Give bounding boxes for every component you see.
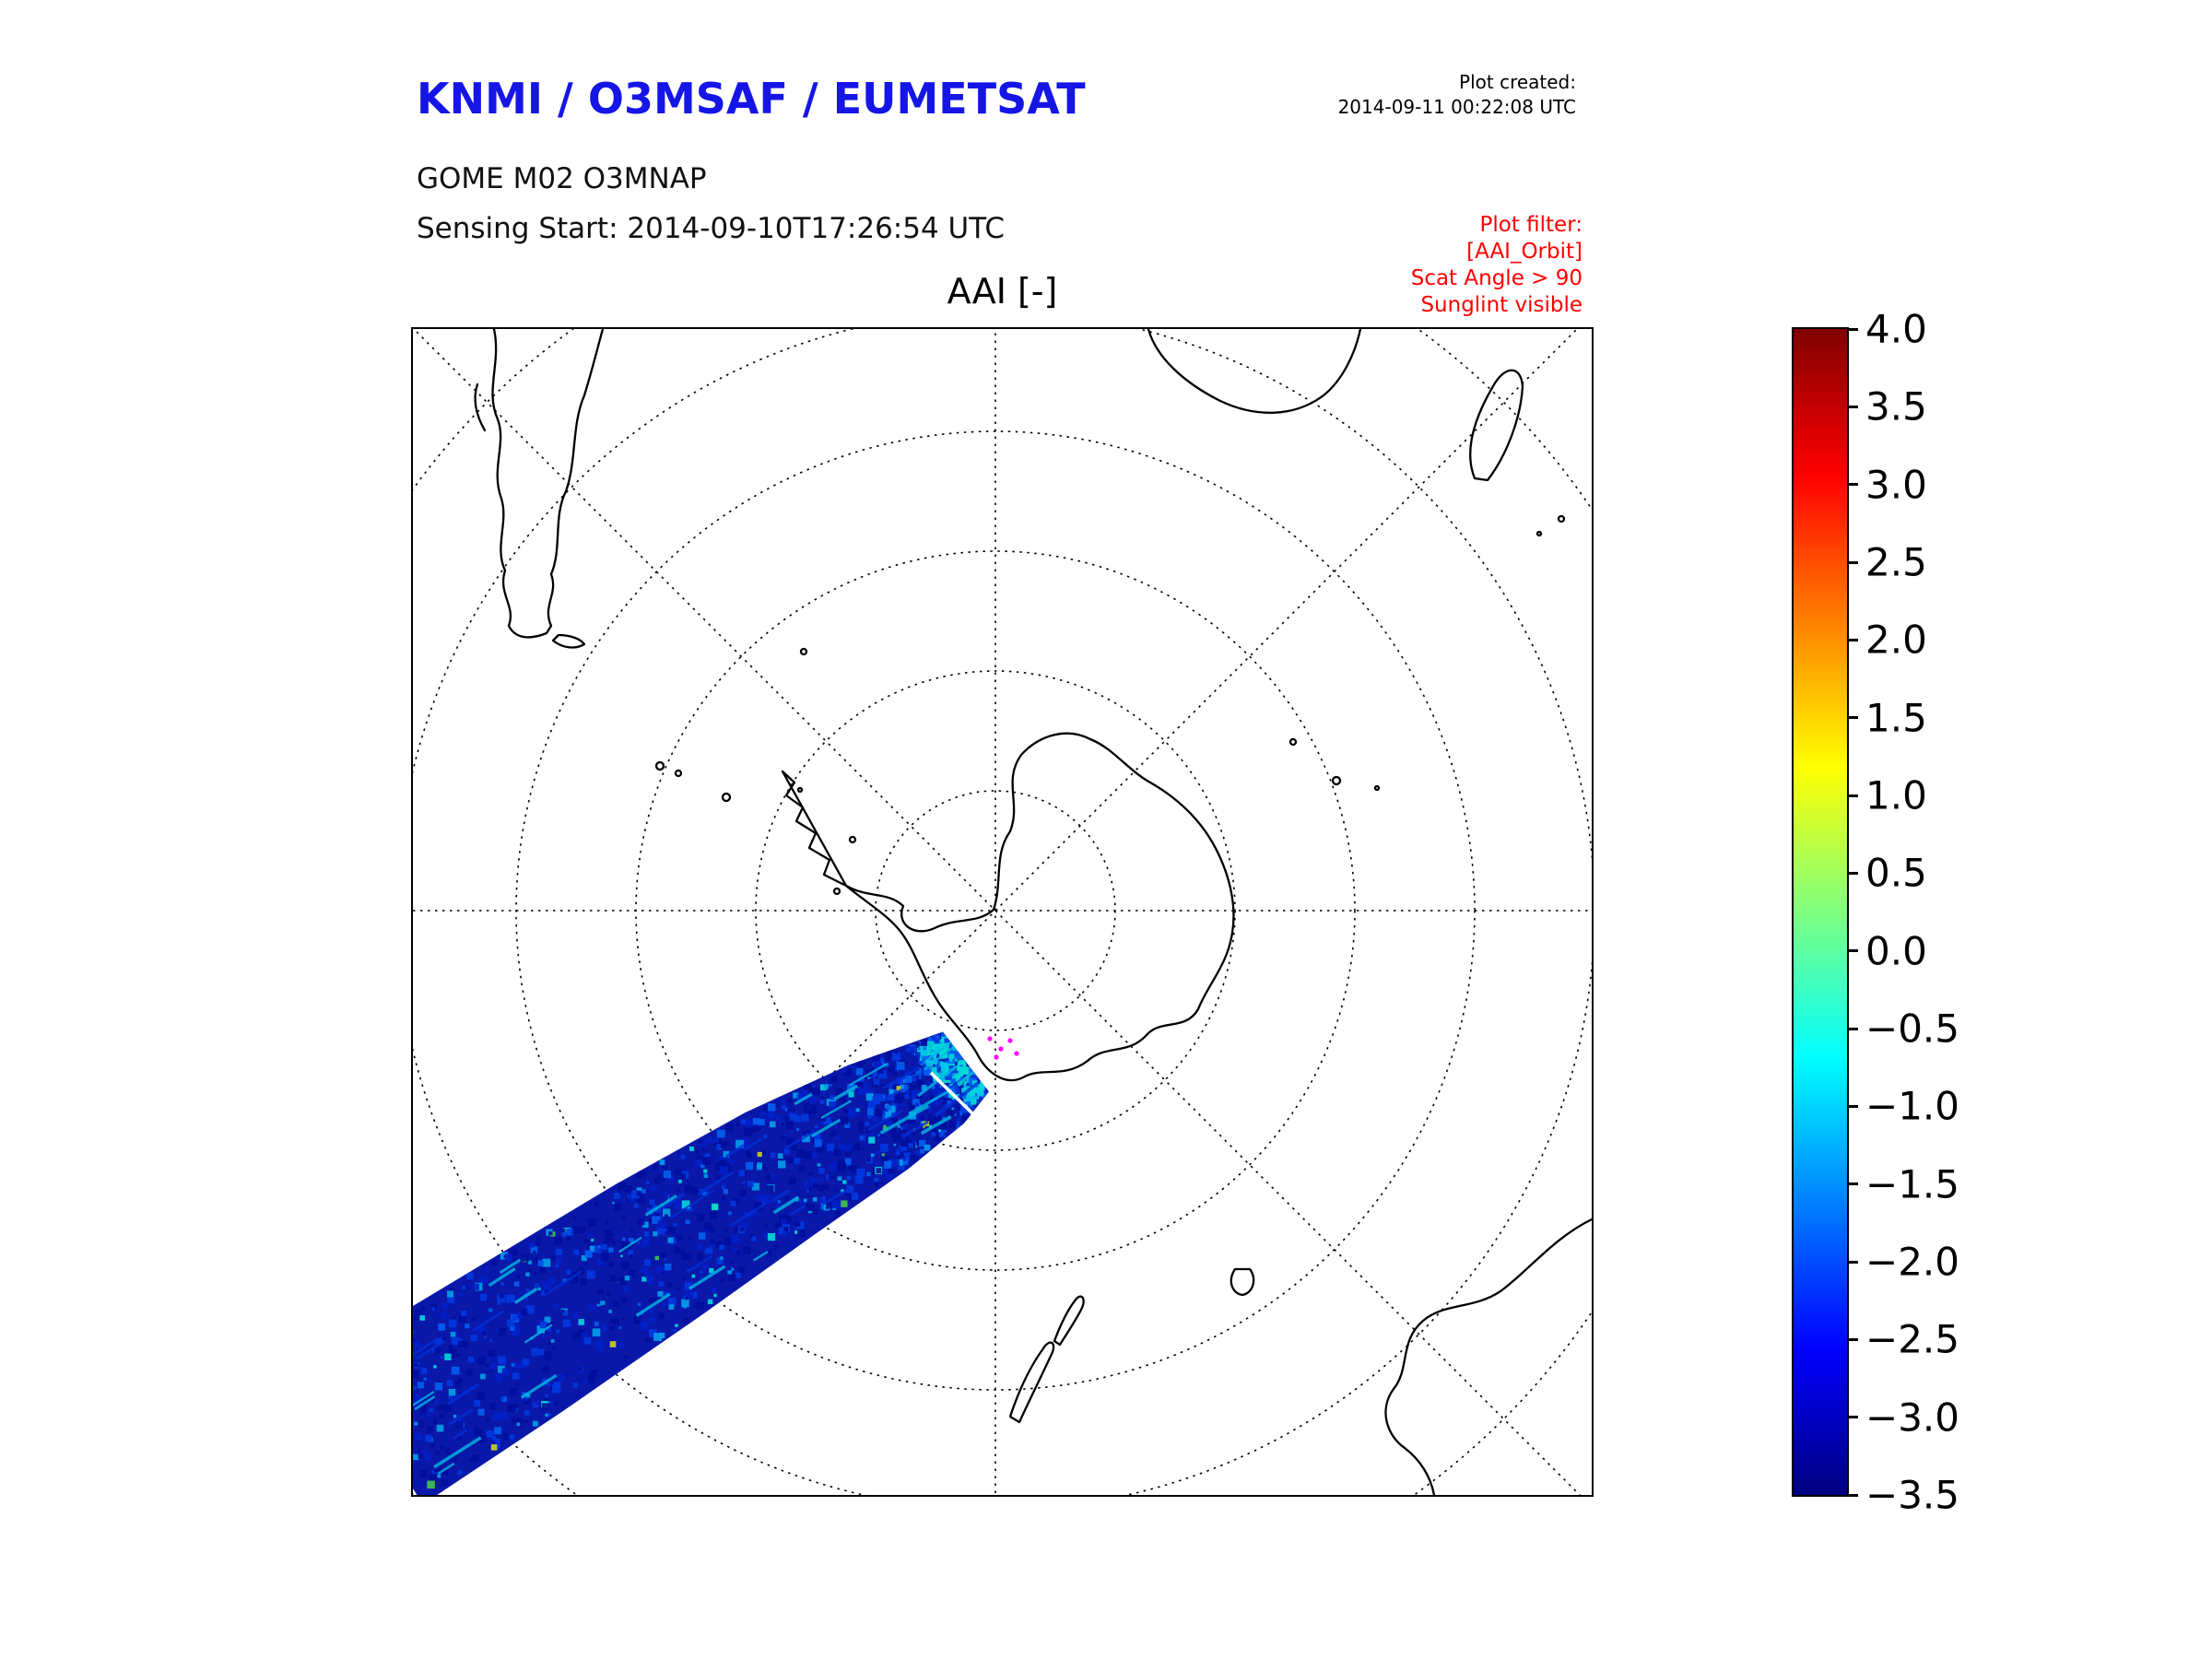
- island-dot: [721, 792, 732, 803]
- colorbar-tick: [1847, 1104, 1858, 1108]
- colorbar-tick: [1847, 871, 1858, 875]
- colorbar-tick-label: 3.0: [1865, 462, 1927, 508]
- colorbar-tick: [1847, 1416, 1858, 1419]
- colorbar-tick-label: 0.5: [1865, 850, 1927, 896]
- flagged-pixel-dot: [1007, 1038, 1013, 1043]
- colorbar-tick-label: 3.5: [1865, 383, 1927, 429]
- colorbar-tick-label: −0.5: [1865, 1006, 1959, 1052]
- plot-created-timestamp: 2014-09-11 00:22:08 UTC: [1337, 96, 1576, 118]
- graticule-circle: [755, 670, 1236, 1151]
- flagged-pixel-dot: [987, 1036, 993, 1041]
- colorbar-tick-label: −2.0: [1865, 1239, 1959, 1285]
- colorbar-tick: [1847, 483, 1858, 487]
- island-dot: [832, 887, 841, 896]
- island-dot: [848, 835, 857, 844]
- colorbar-tick-label: −3.5: [1865, 1472, 1959, 1518]
- colorbar-tick: [1847, 1337, 1858, 1341]
- colorbar-tick: [1847, 1260, 1858, 1264]
- colorbar-tick: [1847, 794, 1858, 797]
- colorbar-tick-label: −3.0: [1865, 1394, 1959, 1441]
- coastline-africa: [1147, 329, 1362, 414]
- colorbar-tick: [1847, 716, 1858, 720]
- coastline-south-america: [491, 329, 605, 639]
- plot-created-block: Plot created: 2014-09-11 00:22:08 UTC: [1207, 70, 1576, 120]
- island-dot: [1557, 514, 1566, 524]
- colorbar-tick: [1847, 638, 1858, 641]
- island-dot: [674, 769, 683, 778]
- colorbar-tick: [1847, 327, 1858, 331]
- island-dot: [1373, 784, 1381, 792]
- sensing-start: Sensing Start: 2014-09-10T17:26:54 UTC: [417, 212, 1005, 245]
- coastline-australia: [1384, 1218, 1592, 1495]
- colorbar-tick-label: 4.0: [1865, 306, 1927, 352]
- island-dot: [796, 786, 804, 794]
- island-dot: [1288, 737, 1298, 747]
- plot-filter-scat-angle: Scat Angle > 90: [1410, 266, 1583, 290]
- coastline-madagascar: [1469, 369, 1524, 482]
- colorbar: [1792, 327, 1849, 1497]
- colorbar-tick: [1847, 949, 1858, 953]
- flagged-pixel-dot: [1014, 1051, 1019, 1056]
- colorbar-tick: [1847, 1027, 1858, 1030]
- plot-filter-title: Plot filter:: [1479, 213, 1583, 237]
- coastline-chiloe-coast: [474, 382, 487, 432]
- coastline-tierra-del-fuego: [551, 633, 586, 649]
- colorbar-tick-label: 1.0: [1865, 772, 1927, 818]
- flagged-pixel-dot: [998, 1046, 1004, 1052]
- coastline-new-zealand-north: [1053, 1295, 1085, 1347]
- colorbar-tick-label: 2.5: [1865, 539, 1927, 585]
- chart-title: AAI [-]: [947, 271, 1058, 312]
- coastline-tasmania: [1230, 1267, 1255, 1297]
- colorbar-gradient: [1794, 329, 1847, 1495]
- colorbar-tick-label: 2.0: [1865, 617, 1927, 663]
- plot-filter-orbit: [AAI_Orbit]: [1466, 240, 1583, 264]
- island-dot: [1535, 530, 1543, 537]
- colorbar-tick: [1847, 405, 1858, 408]
- coastline-new-zealand-south: [1008, 1341, 1055, 1424]
- polar-map: [413, 329, 1592, 1495]
- graticule: [413, 329, 1592, 1495]
- colorbar-tick: [1847, 1182, 1858, 1186]
- colorbar-tick-label: −2.5: [1865, 1316, 1959, 1362]
- flagged-pixel-dot: [994, 1054, 999, 1060]
- coastline-antarctica: [781, 732, 1235, 1082]
- coastlines-layer: [474, 329, 1592, 1495]
- plot-filter-sunglint: Sunglint visible: [1420, 293, 1583, 317]
- map-layers: [413, 329, 1592, 1495]
- colorbar-tick: [1847, 560, 1858, 564]
- map-plot-area: [411, 327, 1594, 1497]
- island-dot: [654, 760, 665, 771]
- product-name: GOME M02 O3MNAP: [417, 162, 707, 195]
- plot-filter-block: Plot filter: [AAI_Orbit] Scat Angle > 90…: [1214, 212, 1583, 319]
- island-dot: [799, 647, 808, 656]
- island-dot: [1331, 775, 1342, 786]
- swath-layer: [413, 1031, 1019, 1495]
- colorbar-tick-label: 1.5: [1865, 695, 1927, 741]
- swath-texture: [413, 1032, 989, 1489]
- colorbar-tick: [1847, 1493, 1858, 1497]
- plot-created-label: Plot created:: [1459, 71, 1576, 93]
- swath-edge-white-line: [929, 1071, 975, 1116]
- brand-title: KNMI / O3MSAF / EUMETSAT: [417, 74, 1086, 124]
- colorbar-tick-label: −1.5: [1865, 1161, 1959, 1207]
- colorbar-tick-label: 0.0: [1865, 928, 1927, 974]
- colorbar-tick-label: −1.0: [1865, 1083, 1959, 1129]
